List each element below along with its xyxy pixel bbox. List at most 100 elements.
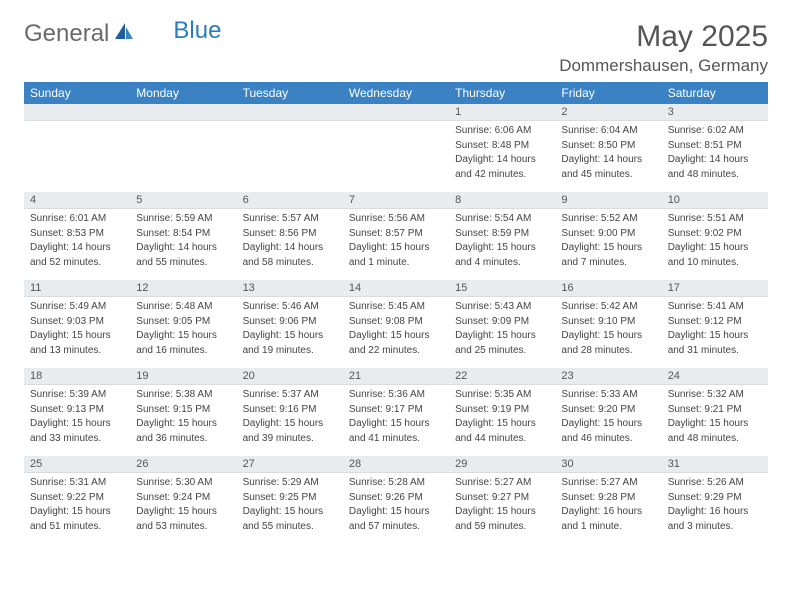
day-details: Sunrise: 5:59 AMSunset: 8:54 PMDaylight:… xyxy=(130,209,236,274)
location: Dommershausen, Germany xyxy=(559,56,768,76)
daylight-text-1: Daylight: 14 hours xyxy=(243,241,337,255)
sunrise-text: Sunrise: 5:31 AM xyxy=(30,476,124,490)
calendar-week-row: 25Sunrise: 5:31 AMSunset: 9:22 PMDayligh… xyxy=(24,456,768,544)
day-number xyxy=(237,104,343,121)
daylight-text-2: and 39 minutes. xyxy=(243,432,337,446)
calendar-week-row: 1Sunrise: 6:06 AMSunset: 8:48 PMDaylight… xyxy=(24,104,768,192)
day-details: Sunrise: 5:26 AMSunset: 9:29 PMDaylight:… xyxy=(662,473,768,538)
sunrise-text: Sunrise: 5:38 AM xyxy=(136,388,230,402)
day-details: Sunrise: 5:33 AMSunset: 9:20 PMDaylight:… xyxy=(555,385,661,450)
day-details: Sunrise: 5:57 AMSunset: 8:56 PMDaylight:… xyxy=(237,209,343,274)
day-number: 4 xyxy=(24,192,130,209)
sunrise-text: Sunrise: 5:29 AM xyxy=(243,476,337,490)
calendar-day-cell: 9Sunrise: 5:52 AMSunset: 9:00 PMDaylight… xyxy=(555,192,661,280)
daylight-text-2: and 10 minutes. xyxy=(668,256,762,270)
daylight-text-2: and 1 minute. xyxy=(561,520,655,534)
daylight-text-2: and 36 minutes. xyxy=(136,432,230,446)
sunset-text: Sunset: 9:13 PM xyxy=(30,403,124,417)
day-number: 9 xyxy=(555,192,661,209)
sunrise-text: Sunrise: 5:49 AM xyxy=(30,300,124,314)
daylight-text-2: and 13 minutes. xyxy=(30,344,124,358)
daylight-text-2: and 28 minutes. xyxy=(561,344,655,358)
day-details: Sunrise: 5:39 AMSunset: 9:13 PMDaylight:… xyxy=(24,385,130,450)
daylight-text-1: Daylight: 14 hours xyxy=(136,241,230,255)
daylight-text-1: Daylight: 16 hours xyxy=(668,505,762,519)
sunrise-text: Sunrise: 5:36 AM xyxy=(349,388,443,402)
calendar-day-cell: 1Sunrise: 6:06 AMSunset: 8:48 PMDaylight… xyxy=(449,104,555,192)
day-number: 21 xyxy=(343,368,449,385)
day-number: 24 xyxy=(662,368,768,385)
weekday-header: Tuesday xyxy=(237,82,343,104)
day-details: Sunrise: 5:38 AMSunset: 9:15 PMDaylight:… xyxy=(130,385,236,450)
day-number: 22 xyxy=(449,368,555,385)
sunset-text: Sunset: 9:10 PM xyxy=(561,315,655,329)
day-number xyxy=(130,104,236,121)
sunset-text: Sunset: 9:28 PM xyxy=(561,491,655,505)
weekday-header: Wednesday xyxy=(343,82,449,104)
sunset-text: Sunset: 9:19 PM xyxy=(455,403,549,417)
day-number: 14 xyxy=(343,280,449,297)
daylight-text-2: and 7 minutes. xyxy=(561,256,655,270)
day-details: Sunrise: 5:56 AMSunset: 8:57 PMDaylight:… xyxy=(343,209,449,274)
sunset-text: Sunset: 8:48 PM xyxy=(455,139,549,153)
daylight-text-1: Daylight: 15 hours xyxy=(30,417,124,431)
day-number: 3 xyxy=(662,104,768,121)
day-number: 27 xyxy=(237,456,343,473)
month-title: May 2025 xyxy=(559,20,768,54)
calendar-day-cell: 7Sunrise: 5:56 AMSunset: 8:57 PMDaylight… xyxy=(343,192,449,280)
calendar-day-cell: 2Sunrise: 6:04 AMSunset: 8:50 PMDaylight… xyxy=(555,104,661,192)
calendar-day-cell: 29Sunrise: 5:27 AMSunset: 9:27 PMDayligh… xyxy=(449,456,555,544)
sunset-text: Sunset: 9:20 PM xyxy=(561,403,655,417)
daylight-text-1: Daylight: 15 hours xyxy=(30,505,124,519)
sunrise-text: Sunrise: 5:57 AM xyxy=(243,212,337,226)
sunrise-text: Sunrise: 6:04 AM xyxy=(561,124,655,138)
day-number: 11 xyxy=(24,280,130,297)
sunset-text: Sunset: 9:29 PM xyxy=(668,491,762,505)
sunrise-text: Sunrise: 5:48 AM xyxy=(136,300,230,314)
day-number: 28 xyxy=(343,456,449,473)
calendar-day-cell: 3Sunrise: 6:02 AMSunset: 8:51 PMDaylight… xyxy=(662,104,768,192)
sunrise-text: Sunrise: 5:33 AM xyxy=(561,388,655,402)
sunrise-text: Sunrise: 5:42 AM xyxy=(561,300,655,314)
sunset-text: Sunset: 9:27 PM xyxy=(455,491,549,505)
calendar-day-cell: 12Sunrise: 5:48 AMSunset: 9:05 PMDayligh… xyxy=(130,280,236,368)
sunrise-text: Sunrise: 5:59 AM xyxy=(136,212,230,226)
sunset-text: Sunset: 9:02 PM xyxy=(668,227,762,241)
calendar-day-cell xyxy=(343,104,449,192)
sunrise-text: Sunrise: 6:01 AM xyxy=(30,212,124,226)
day-number: 31 xyxy=(662,456,768,473)
day-details: Sunrise: 5:31 AMSunset: 9:22 PMDaylight:… xyxy=(24,473,130,538)
daylight-text-1: Daylight: 15 hours xyxy=(455,329,549,343)
sunrise-text: Sunrise: 5:32 AM xyxy=(668,388,762,402)
sunset-text: Sunset: 8:53 PM xyxy=(30,227,124,241)
daylight-text-1: Daylight: 15 hours xyxy=(136,329,230,343)
sunrise-text: Sunrise: 5:27 AM xyxy=(455,476,549,490)
calendar-body: 1Sunrise: 6:06 AMSunset: 8:48 PMDaylight… xyxy=(24,104,768,544)
day-details: Sunrise: 5:52 AMSunset: 9:00 PMDaylight:… xyxy=(555,209,661,274)
day-number: 26 xyxy=(130,456,236,473)
daylight-text-2: and 31 minutes. xyxy=(668,344,762,358)
daylight-text-2: and 48 minutes. xyxy=(668,168,762,182)
daylight-text-2: and 4 minutes. xyxy=(455,256,549,270)
daylight-text-2: and 51 minutes. xyxy=(30,520,124,534)
sunset-text: Sunset: 9:22 PM xyxy=(30,491,124,505)
daylight-text-2: and 52 minutes. xyxy=(30,256,124,270)
day-number: 15 xyxy=(449,280,555,297)
calendar-day-cell: 24Sunrise: 5:32 AMSunset: 9:21 PMDayligh… xyxy=(662,368,768,456)
daylight-text-1: Daylight: 14 hours xyxy=(455,153,549,167)
sunset-text: Sunset: 8:56 PM xyxy=(243,227,337,241)
day-number: 1 xyxy=(449,104,555,121)
day-details: Sunrise: 5:36 AMSunset: 9:17 PMDaylight:… xyxy=(343,385,449,450)
title-block: May 2025 Dommershausen, Germany xyxy=(559,20,768,76)
day-number xyxy=(24,104,130,121)
sunset-text: Sunset: 9:03 PM xyxy=(30,315,124,329)
daylight-text-2: and 16 minutes. xyxy=(136,344,230,358)
daylight-text-1: Daylight: 15 hours xyxy=(349,329,443,343)
daylight-text-2: and 19 minutes. xyxy=(243,344,337,358)
day-details: Sunrise: 5:29 AMSunset: 9:25 PMDaylight:… xyxy=(237,473,343,538)
daylight-text-2: and 57 minutes. xyxy=(349,520,443,534)
logo: General Blue xyxy=(24,20,221,48)
daylight-text-1: Daylight: 15 hours xyxy=(243,417,337,431)
sunrise-text: Sunrise: 5:27 AM xyxy=(561,476,655,490)
day-number: 12 xyxy=(130,280,236,297)
